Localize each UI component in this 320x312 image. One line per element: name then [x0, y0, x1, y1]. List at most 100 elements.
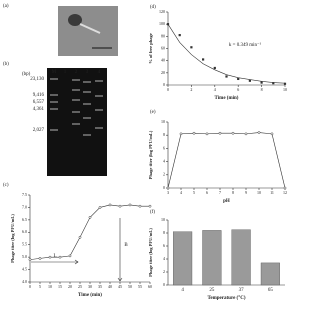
- phage-head: [68, 14, 82, 26]
- x-tick-label: 30: [88, 284, 92, 289]
- bar: [173, 231, 193, 286]
- x-tick-label: 4: [180, 190, 182, 195]
- axes: [29, 195, 150, 283]
- y-tick-label: 4.0: [22, 279, 27, 284]
- y-tick-label: 0: [163, 185, 165, 190]
- x-tick-label: 45: [118, 284, 122, 289]
- panel-label: (b): [3, 62, 9, 67]
- x-tick-label: 25: [78, 284, 82, 289]
- x-tick-label: 35: [98, 284, 102, 289]
- marker-label: 6,557: [33, 100, 45, 105]
- x-axis-label: pH: [223, 199, 230, 204]
- bar: [260, 262, 280, 286]
- bar: [202, 230, 222, 286]
- y-tick-label: 4: [163, 256, 165, 261]
- marker: [148, 204, 152, 208]
- marker: [257, 131, 261, 134]
- marker: [218, 131, 222, 135]
- x-tick-label: 40: [108, 284, 112, 289]
- x-tick-label: 10: [283, 87, 287, 92]
- x-tick-label: 0: [29, 284, 31, 289]
- x-tick-label: 65: [268, 288, 274, 293]
- lane-label: M: [52, 70, 57, 75]
- marker: [38, 257, 42, 260]
- x-tick-label: 6: [206, 190, 208, 195]
- annotation: L: [53, 254, 56, 259]
- panel-label: (e): [150, 110, 156, 115]
- y-axis-label: % of free phage: [148, 33, 153, 64]
- marker: [118, 204, 122, 208]
- panel-label: (c): [3, 183, 9, 188]
- marker: [178, 34, 181, 37]
- x-tick-label: 20: [68, 284, 72, 289]
- x-tick-label: 5: [39, 284, 41, 289]
- y-tick-label: 5.5: [22, 242, 27, 247]
- marker: [138, 204, 142, 208]
- axes: [167, 122, 285, 189]
- x-tick-label: 4: [214, 87, 216, 92]
- marker: [213, 66, 216, 70]
- y-axis-label: Phage titer (log PFU/mL): [148, 130, 153, 179]
- series-line: [29, 204, 150, 260]
- marker-label: 23,130: [30, 77, 44, 82]
- y-axis-label: Phage titer (log PFU/mL): [148, 228, 153, 277]
- marker-label: 4,361: [33, 107, 45, 112]
- marker: [166, 186, 170, 190]
- x-tick-label: 11: [270, 190, 274, 195]
- panel-label: (a): [3, 4, 9, 9]
- marker-label: 2,027: [33, 128, 45, 133]
- y-tick-label: 7.0: [22, 204, 27, 209]
- y-tick-label: 6.5: [22, 217, 27, 222]
- x-tick-label: 10: [257, 190, 261, 195]
- lane-label: 4: [98, 70, 101, 75]
- y-tick-label: 80: [161, 33, 165, 38]
- marker: [283, 82, 287, 85]
- series-line: [167, 24, 286, 84]
- gel-bands: [50, 78, 103, 136]
- y-tick-label: 6.0: [22, 229, 27, 234]
- y-tick-label: 5.0: [22, 254, 27, 259]
- y-tick-label: 120: [159, 9, 165, 14]
- arrow: [31, 259, 79, 265]
- marker: [78, 235, 82, 239]
- marker: [28, 258, 32, 261]
- figure: (a) (b) (bp) M 1 2 3 423,1309,4166,5574,3612…: [3, 4, 287, 301]
- lane-label: 3: [86, 70, 89, 75]
- panel-label: (f): [150, 210, 155, 215]
- y-tick-label: 8: [163, 132, 165, 137]
- marker: [260, 81, 263, 84]
- x-tick-label: 0: [167, 87, 169, 92]
- x-tick-label: 3: [167, 190, 169, 195]
- y-tick-label: 0: [163, 282, 165, 287]
- arrow: [117, 218, 123, 282]
- marker: [48, 255, 52, 259]
- x-tick-label: 55: [138, 284, 142, 289]
- y-tick-label: 8: [163, 230, 165, 235]
- marker: [190, 46, 193, 49]
- marker: [225, 75, 228, 78]
- y-tick-label: 10: [161, 217, 165, 222]
- y-tick-label: 2: [163, 172, 165, 177]
- marker: [68, 254, 72, 258]
- x-tick-label: 7: [219, 190, 221, 195]
- series-line: [167, 132, 286, 189]
- x-tick-label: 9: [245, 190, 247, 195]
- y-tick-label: 6: [163, 145, 165, 150]
- bar: [231, 229, 251, 286]
- marker: [244, 132, 248, 136]
- annotation: B: [124, 243, 128, 248]
- marker: [192, 131, 196, 135]
- x-tick-label: 37: [239, 288, 245, 293]
- gel-unit: (bp): [22, 72, 31, 77]
- phage-tail: [79, 23, 101, 34]
- x-tick-label: 15: [58, 284, 62, 289]
- y-tick-label: 100: [159, 21, 165, 26]
- marker: [270, 132, 274, 136]
- marker: [205, 132, 209, 136]
- y-tick-label: 10: [161, 119, 165, 124]
- marker: [128, 203, 132, 207]
- x-tick-label: 12: [283, 190, 287, 195]
- marker: [237, 77, 240, 81]
- lane-label: 1: [64, 70, 67, 75]
- x-tick-label: 8: [232, 190, 234, 195]
